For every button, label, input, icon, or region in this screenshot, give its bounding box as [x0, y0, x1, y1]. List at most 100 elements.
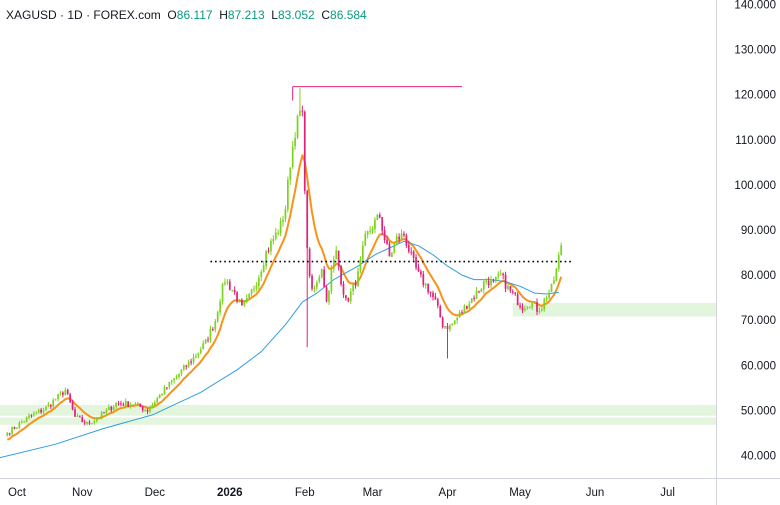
candle-body: [127, 401, 130, 407]
candle-body: [6, 432, 9, 436]
candle-body: [272, 239, 275, 242]
low-label: L: [271, 8, 278, 22]
source-label: FOREX.com: [93, 8, 161, 22]
candle-body: [209, 328, 212, 340]
candle: [553, 276, 555, 285]
candle-body: [270, 240, 272, 252]
candle: [432, 290, 434, 301]
candle-body: [313, 287, 316, 289]
candle: [168, 381, 171, 390]
candle: [429, 291, 432, 298]
candle: [156, 396, 159, 404]
candle: [173, 378, 176, 384]
candle: [364, 230, 367, 247]
candle-body: [219, 301, 221, 313]
candle: [303, 110, 306, 195]
interval-label[interactable]: 1D: [67, 8, 83, 22]
candle-body: [161, 394, 163, 396]
candle: [233, 286, 236, 295]
candle-body: [117, 403, 120, 405]
candle: [521, 303, 524, 314]
candle: [453, 320, 456, 325]
candle: [342, 280, 345, 298]
candle-body: [74, 409, 76, 417]
time-tick-label: Nov: [72, 487, 93, 499]
candle-body: [342, 283, 345, 295]
candle: [83, 419, 86, 426]
candle: [59, 390, 62, 396]
candle: [366, 230, 369, 239]
candle: [190, 358, 192, 366]
candle: [337, 250, 340, 271]
candle: [28, 413, 30, 420]
candle: [299, 87, 301, 117]
candle-body: [526, 307, 529, 309]
candle-body: [487, 280, 490, 286]
candle-body: [255, 285, 258, 289]
candle-body: [59, 392, 62, 394]
candle: [361, 241, 364, 262]
fast-moving-average-line: [6, 154, 563, 441]
candle: [74, 406, 76, 417]
candle: [475, 287, 478, 299]
time-axis[interactable]: Oct Nov Dec 2026 Feb Mar Apr May Jun Jul: [0, 478, 780, 500]
candle-body: [359, 259, 362, 272]
candle: [6, 431, 9, 437]
candle: [274, 227, 277, 241]
candle: [519, 302, 521, 310]
candle-body: [540, 309, 543, 312]
symbol-label[interactable]: XAGUSD: [6, 8, 57, 22]
candle-body: [139, 403, 142, 407]
candle-body: [91, 423, 93, 425]
candle-body: [224, 282, 226, 284]
candle: [468, 300, 471, 309]
candle-body: [25, 417, 28, 423]
candle: [458, 310, 461, 318]
candle-body: [332, 259, 335, 269]
candle: [35, 411, 38, 415]
high-label: H: [219, 8, 228, 22]
candle-body: [146, 409, 149, 412]
time-tick-label: Oct: [8, 487, 27, 499]
price-axis[interactable]: 140.000 130.000 120.000 110.000 100.000 90.00…: [716, 0, 777, 505]
level-lines: [210, 86, 571, 263]
candle: [11, 426, 13, 436]
candle-body: [173, 378, 176, 381]
candle-body: [335, 250, 338, 260]
candle: [279, 217, 282, 237]
high-value: 87.213: [227, 8, 265, 22]
candle-body: [325, 287, 328, 302]
candle-body: [427, 283, 430, 293]
candle: [335, 245, 338, 260]
candle-body: [357, 271, 359, 287]
price-tick-label: 70.000: [741, 315, 776, 327]
candle-body: [241, 299, 243, 306]
candle: [352, 282, 355, 296]
candle: [395, 233, 398, 246]
candle: [306, 189, 309, 348]
candle-body: [557, 255, 560, 269]
close-label: C: [321, 8, 331, 22]
candle: [127, 401, 130, 408]
candle-body: [62, 392, 64, 395]
candle-body: [441, 317, 444, 328]
candle-body: [340, 266, 342, 285]
candle: [69, 392, 72, 404]
price-tick-label: 120.000: [734, 90, 776, 102]
candle-body: [228, 281, 231, 290]
candle-body: [76, 415, 79, 417]
candle-body: [279, 221, 282, 233]
chart-header: XAGUSD · 1D · FOREX.com O86.117 H87.213 …: [6, 8, 367, 22]
candle: [86, 421, 88, 426]
header-separator: ·: [86, 8, 91, 22]
candle: [548, 289, 550, 300]
candle: [296, 114, 299, 140]
candle: [241, 298, 243, 306]
candle: [444, 325, 446, 330]
candle-body: [207, 339, 209, 341]
candle: [415, 254, 417, 271]
candle: [473, 295, 475, 302]
candle: [57, 393, 59, 402]
candle-body: [499, 273, 502, 275]
